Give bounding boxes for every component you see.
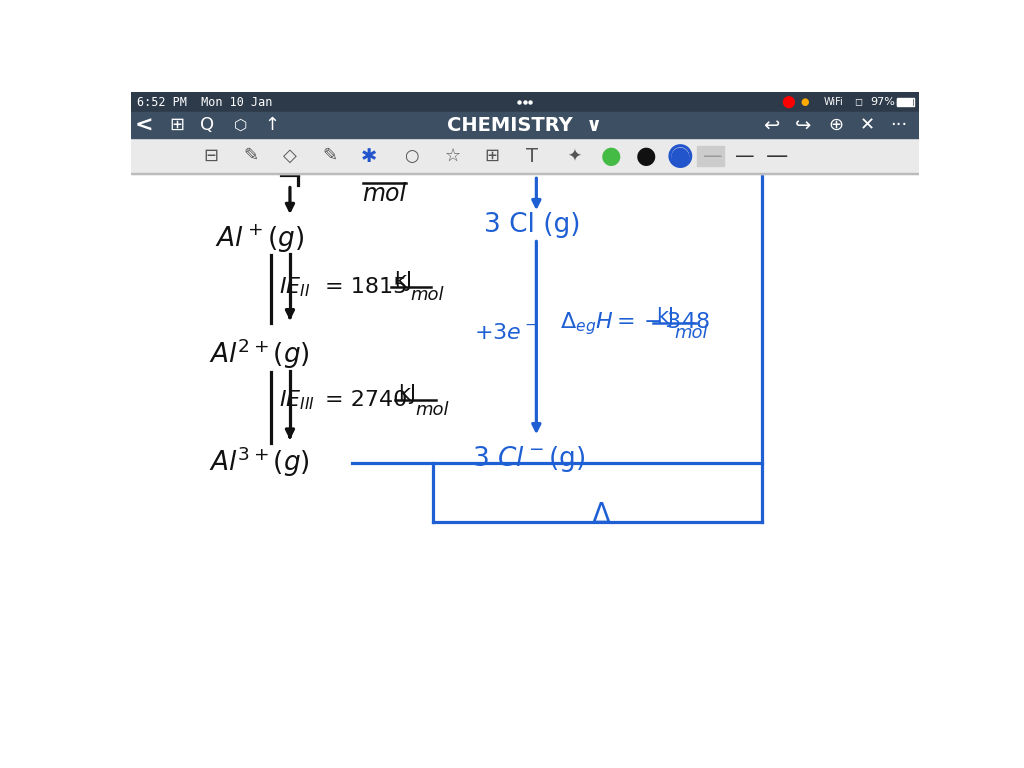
Bar [131,174,920,684]
Text: ○: ○ [404,147,419,165]
Text: $\Delta$: $\Delta$ [592,501,612,529]
Text: ↪: ↪ [796,116,812,134]
Text: $IE_{III}$: $IE_{III}$ [280,389,315,412]
Text: CHEMISTRY  ∨: CHEMISTRY ∨ [447,116,602,134]
Text: WiFi: WiFi [823,98,844,108]
Text: $IE_{II}$: $IE_{II}$ [280,275,310,299]
Text: ⬡: ⬡ [233,118,248,133]
Text: ⊕: ⊕ [828,116,844,134]
Bar [131,138,920,174]
Text: kJ: kJ [398,384,417,404]
Text: ↩: ↩ [763,116,779,134]
Text: 3 Cl (g): 3 Cl (g) [484,213,581,238]
Text: ✦: ✦ [567,147,581,165]
Text: —: — [702,147,723,166]
Text: ●: ● [670,144,690,168]
Bar [897,98,913,106]
Text: $\Delta_{eg}H = -348$: $\Delta_{eg}H = -348$ [560,310,710,336]
Text: ●: ● [601,144,622,168]
Circle shape [783,97,795,108]
Text: T: T [525,147,538,166]
Text: ✎: ✎ [244,147,259,165]
Text: $Al^{2+}(g)$: $Al^{2+}(g)$ [210,336,310,371]
Text: ⊞: ⊞ [169,116,184,134]
Text: ☆: ☆ [444,147,461,165]
Bar [897,99,912,105]
Text: ✎: ✎ [323,147,338,165]
Text: ⊟: ⊟ [203,147,218,165]
Text: ↑: ↑ [264,116,279,134]
Text: ●: ● [635,144,656,168]
Text: kJ: kJ [656,307,675,327]
Text: mol: mol [674,324,708,343]
Text: mol: mol [362,182,407,206]
Text: —: — [766,146,788,166]
Text: ···: ··· [891,116,907,134]
Text: 3 $Cl^-$(g): 3 $Cl^-$(g) [472,444,586,474]
Text: 97%: 97% [869,98,895,108]
Text: ◻: ◻ [854,98,862,108]
Text: = 1815: = 1815 [326,277,408,297]
Text: <: < [135,115,154,135]
Text: ⊞: ⊞ [484,147,500,165]
Text: = 2740: = 2740 [326,390,408,410]
Text: $+3e^-$: $+3e^-$ [474,323,539,343]
Text: ●: ● [801,98,809,108]
Text: kJ: kJ [394,271,412,291]
Text: mol: mol [411,286,444,304]
Text: mol: mol [416,401,449,419]
Bar [131,112,920,138]
Text: $Al^{3+}(g)$: $Al^{3+}(g)$ [210,445,310,479]
Text: Q: Q [201,116,215,134]
Text: ✱: ✱ [360,147,377,166]
Text: $Al^+(g)$: $Al^+(g)$ [215,222,304,255]
Text: —: — [735,147,755,166]
Bar [697,146,724,166]
Text: ◇: ◇ [283,147,297,165]
Text: 6:52 PM  Mon 10 Jan: 6:52 PM Mon 10 Jan [137,96,272,108]
Bar [131,92,920,112]
Bar [131,173,920,174]
Text: ✕: ✕ [860,116,876,134]
